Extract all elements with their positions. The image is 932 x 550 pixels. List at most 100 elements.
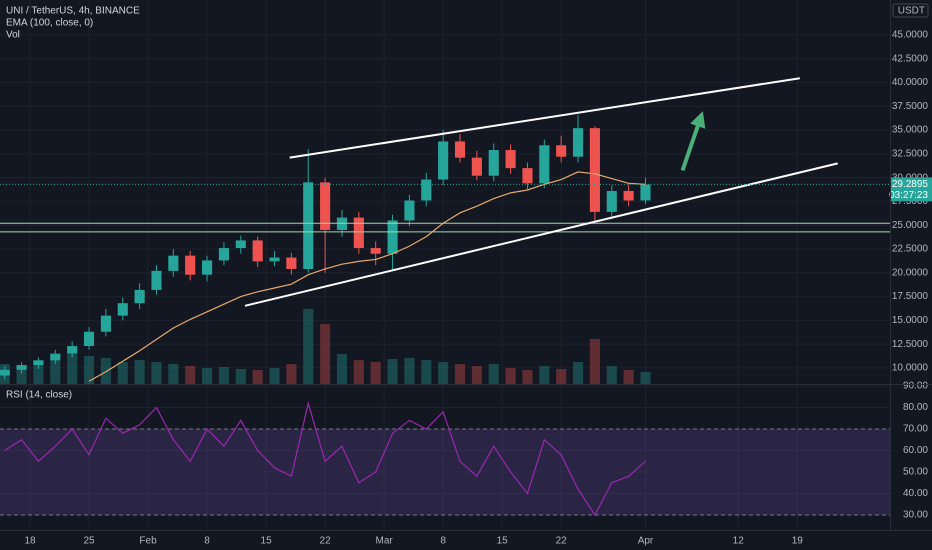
volume-bar [33, 362, 44, 384]
volume-bar [370, 362, 381, 384]
candle-body [252, 240, 263, 262]
volume-bar [235, 369, 246, 384]
ema-line [88, 171, 646, 382]
candle-body [185, 255, 196, 275]
currency[interactable]: USDT [898, 6, 925, 17]
volume-bar [556, 369, 567, 384]
candle-body [421, 179, 432, 201]
volume-bar [606, 366, 617, 384]
candle-body [218, 248, 229, 261]
candle-body [151, 270, 162, 290]
trend-line [244, 162, 838, 307]
volume-bar [218, 367, 229, 384]
candle-body [134, 289, 145, 304]
volume-bar [505, 368, 516, 384]
y-tick-label: 10.0000 [892, 363, 929, 374]
volume-bar [454, 364, 466, 384]
candle-body [623, 190, 634, 201]
x-tick-label: Mar [376, 536, 394, 547]
candle-body [454, 141, 466, 158]
candle-body [387, 220, 398, 254]
y-tick-label: 25.0000 [892, 220, 929, 231]
volume-bar [488, 364, 499, 384]
candle-body [438, 141, 449, 180]
x-tick-label: 22 [320, 536, 332, 547]
volume-bar [336, 354, 348, 384]
rsi-tick-label: 40.00 [903, 488, 928, 499]
volume-bar [421, 360, 432, 384]
volume-bar [168, 364, 179, 384]
y-tick-label: 17.5000 [892, 291, 929, 302]
volume-bar [185, 366, 196, 384]
volume-bar [16, 366, 27, 384]
volume-bar [387, 359, 398, 384]
x-tick-label: 12 [733, 536, 745, 547]
volume-bar [471, 366, 482, 384]
candle-body [117, 303, 128, 316]
volume-bar [438, 362, 449, 384]
arrow [680, 111, 706, 172]
volume-bar [151, 362, 162, 384]
candle-body [640, 184, 651, 201]
rsi-legend: RSI (14, close) [6, 390, 72, 401]
volume-bar [50, 359, 61, 384]
volume-bar [83, 356, 95, 384]
candle-body [235, 240, 246, 249]
rsi-tick-label: 60.00 [903, 445, 928, 456]
candle-body [67, 346, 78, 354]
x-tick-label: 25 [83, 536, 95, 547]
candle-body [168, 255, 179, 271]
y-tick-label: 27.5000 [892, 196, 929, 207]
rsi-tick-label: 80.00 [903, 402, 928, 413]
rsi-band [0, 429, 890, 515]
candle-body [589, 128, 600, 212]
candle-body [286, 257, 297, 269]
volume-bar [117, 362, 128, 384]
candle-body [404, 200, 415, 221]
y-tick-label: 45.0000 [892, 30, 929, 41]
x-tick-label: 15 [261, 536, 273, 547]
volume-bar [202, 368, 213, 384]
currency-box[interactable] [892, 3, 929, 18]
candle-body [269, 257, 280, 262]
y-tick-label: 12.5000 [892, 339, 929, 350]
price-label: 29.2895 [892, 179, 929, 190]
price-tag [891, 177, 932, 202]
candle-body [353, 217, 364, 249]
rsi-tick-label: 30.00 [903, 510, 928, 521]
x-tick-label: 8 [204, 536, 210, 547]
volume-bar [539, 366, 550, 384]
volume-bar [640, 372, 651, 384]
volume-bar [320, 324, 331, 384]
volume-bar [589, 339, 600, 384]
candle-body [33, 360, 44, 366]
y-tick-label: 37.5000 [892, 101, 929, 112]
volume-bar [134, 360, 145, 384]
volume-bar [522, 370, 533, 384]
y-tick-label: 32.5000 [892, 148, 929, 159]
candle-body [522, 168, 533, 184]
candle-body [572, 128, 584, 157]
rsi-tick-label: 70.00 [903, 424, 928, 435]
rsi-tick-label: 50.00 [903, 467, 928, 478]
volume-legend: Vol [6, 30, 20, 41]
volume-bar [572, 362, 584, 384]
candle-body [505, 150, 516, 169]
y-tick-label: 35.0000 [892, 125, 929, 136]
x-tick-label: Apr [638, 536, 654, 547]
y-tick-label: 40.0000 [892, 77, 929, 88]
volume-bar [269, 368, 280, 384]
candle-body [202, 260, 213, 275]
x-tick-label: 19 [792, 536, 804, 547]
symbol-title: UNI / TetherUS, 4h, BINANCE [6, 6, 140, 17]
x-tick-label: 22 [556, 536, 568, 547]
rsi-line [4, 400, 646, 517]
candle-body [100, 315, 111, 332]
candle-body [0, 369, 10, 376]
candle-body [606, 190, 617, 212]
y-tick-label: 15.0000 [892, 315, 929, 326]
candle-body [556, 145, 567, 157]
volume-bar [623, 370, 634, 384]
